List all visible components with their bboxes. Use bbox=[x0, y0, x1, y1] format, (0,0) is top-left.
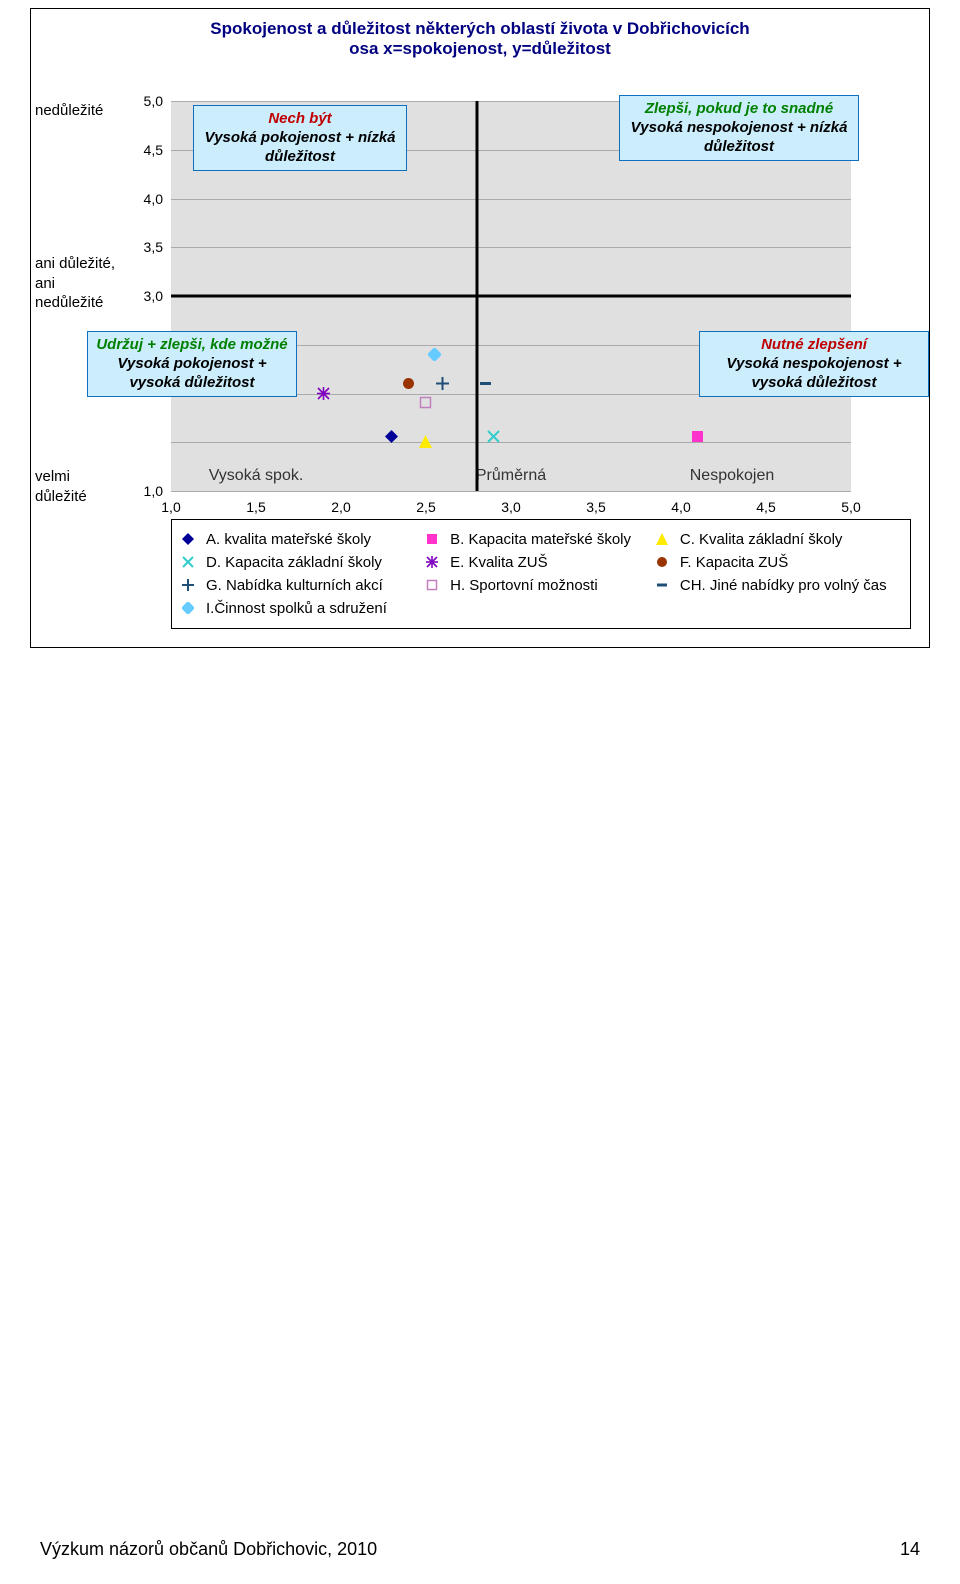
box-red-text: Nutné zlepšení bbox=[761, 336, 867, 353]
x-tick-label: 5,0 bbox=[841, 499, 860, 515]
box-black-text: Vysoká nespokojenost + vysoká důležitost bbox=[726, 355, 901, 391]
point-I bbox=[428, 348, 442, 362]
quadrant-hline bbox=[171, 295, 851, 298]
legend-marker-icon bbox=[426, 556, 444, 570]
y-tick-label: 3,5 bbox=[144, 239, 163, 255]
y-tick-label: 3,0 bbox=[144, 288, 163, 304]
box-green-text: Udržuj + zlepši, kde možné bbox=[96, 336, 287, 353]
legend-item-F: F. Kapacita ZUŠ bbox=[656, 551, 900, 574]
y-label-bottom: velmidůležité bbox=[35, 467, 121, 506]
box-black-text: Vysoká pokojenost + nízká důležitost bbox=[204, 129, 395, 165]
legend-label: I.Činnost spolků a sdružení bbox=[206, 600, 387, 617]
legend-item-E: E. Kvalita ZUŠ bbox=[426, 551, 656, 574]
point-H bbox=[419, 396, 433, 410]
y-tick-label: 4,0 bbox=[144, 191, 163, 207]
gridline bbox=[171, 199, 851, 200]
x-tick-label: 1,5 bbox=[246, 499, 265, 515]
legend-row: D. Kapacita základní školy E. Kvalita ZUŠ… bbox=[182, 551, 900, 574]
legend-label: C. Kvalita základní školy bbox=[680, 531, 843, 548]
legend-label: G. Nabídka kulturních akcí bbox=[206, 577, 383, 594]
gridline bbox=[171, 247, 851, 248]
y-label-top: nedůležité bbox=[35, 101, 121, 121]
x-tick-label: 2,5 bbox=[416, 499, 435, 515]
chart-frame: Spokojenost a důležitost některých oblas… bbox=[30, 8, 930, 648]
x-tick-label: 4,5 bbox=[756, 499, 775, 515]
box-black-text: Vysoká pokojenost + vysoká důležitost bbox=[117, 355, 266, 391]
point-G bbox=[436, 377, 450, 391]
y-tick-label: 5,0 bbox=[144, 93, 163, 109]
y-tick-label: 1,0 bbox=[144, 483, 163, 499]
legend-marker-icon bbox=[426, 533, 444, 547]
legend-label: CH. Jiné nabídky pro volný čas bbox=[680, 577, 887, 594]
box-green-text: Zlepši, pokud je to snadné bbox=[645, 100, 833, 117]
gridline bbox=[171, 491, 851, 492]
point-F bbox=[402, 377, 416, 391]
quadrant-box-bottom-left: Udržuj + zlepši, kde možné Vysoká pokoje… bbox=[87, 331, 297, 397]
footer-text: Výzkum názorů občanů Dobřichovic, 2010 bbox=[40, 1539, 377, 1560]
footer: Výzkum názorů občanů Dobřichovic, 2010 1… bbox=[40, 1539, 920, 1560]
legend-label: F. Kapacita ZUŠ bbox=[680, 554, 788, 571]
point-E bbox=[317, 387, 331, 401]
x-tick-label: 4,0 bbox=[671, 499, 690, 515]
legend: A. kvalita mateřské školy B. Kapacita mat… bbox=[171, 519, 911, 629]
gridline bbox=[171, 442, 851, 443]
quadrant-box-top-right: Zlepši, pokud je to snadné Vysoká nespok… bbox=[619, 95, 859, 161]
x-tick-label: 1,0 bbox=[161, 499, 180, 515]
box-black-text: Vysoká nespokojenost + nízká důležitost bbox=[631, 119, 848, 155]
legend-item-CH: CH. Jiné nabídky pro volný čas bbox=[656, 574, 900, 597]
legend-item-I: I.Činnost spolků a sdružení bbox=[182, 597, 426, 620]
legend-row: G. Nabídka kulturních akcí H. Sportovní m… bbox=[182, 574, 900, 597]
legend-marker-icon bbox=[182, 579, 200, 593]
quadrant-box-bottom-right: Nutné zlepšení Vysoká nespokojenost + vy… bbox=[699, 331, 929, 397]
legend-item-A: A. kvalita mateřské školy bbox=[182, 528, 426, 551]
point-D bbox=[487, 430, 501, 444]
legend-row: A. kvalita mateřské školy B. Kapacita mat… bbox=[182, 528, 900, 551]
legend-marker-icon bbox=[182, 533, 200, 547]
hscale-label: Nespokojen bbox=[690, 467, 775, 485]
chart-subtitle: osa x=spokojenost, y=důležitost bbox=[31, 39, 929, 59]
legend-marker-icon bbox=[182, 602, 200, 616]
legend-item-H: H. Sportovní možnosti bbox=[426, 574, 656, 597]
hscale-label: Průměrná bbox=[476, 467, 546, 485]
footer-page: 14 bbox=[900, 1539, 920, 1560]
point-CH bbox=[479, 377, 493, 391]
point-A bbox=[385, 430, 399, 444]
y-tick-label: 4,5 bbox=[144, 142, 163, 158]
point-B bbox=[691, 430, 705, 444]
legend-item-D: D. Kapacita základní školy bbox=[182, 551, 426, 574]
legend-marker-icon bbox=[656, 533, 674, 547]
page: Spokojenost a důležitost některých oblas… bbox=[0, 0, 960, 1584]
chart-title: Spokojenost a důležitost některých oblas… bbox=[31, 19, 929, 39]
legend-marker-icon bbox=[656, 556, 674, 570]
legend-label: B. Kapacita mateřské školy bbox=[450, 531, 631, 548]
x-tick-label: 3,0 bbox=[501, 499, 520, 515]
point-C bbox=[419, 435, 433, 449]
legend-marker-icon bbox=[426, 579, 444, 593]
legend-marker-icon bbox=[182, 556, 200, 570]
legend-label: A. kvalita mateřské školy bbox=[206, 531, 371, 548]
legend-marker-icon bbox=[656, 579, 674, 593]
quadrant-box-top-left: Nech být Vysoká pokojenost + nízká důlež… bbox=[193, 105, 407, 171]
legend-item-C: C. Kvalita základní školy bbox=[656, 528, 900, 551]
y-label-mid: ani důležité,ani nedůležité bbox=[35, 254, 121, 313]
box-red-text: Nech být bbox=[268, 110, 331, 127]
hscale-label: Vysoká spok. bbox=[209, 467, 304, 485]
legend-label: D. Kapacita základní školy bbox=[206, 554, 382, 571]
legend-label: H. Sportovní možnosti bbox=[450, 577, 598, 594]
x-tick-label: 2,0 bbox=[331, 499, 350, 515]
legend-label: E. Kvalita ZUŠ bbox=[450, 554, 548, 571]
x-tick-label: 3,5 bbox=[586, 499, 605, 515]
legend-row: I.Činnost spolků a sdružení bbox=[182, 597, 900, 620]
legend-item-B: B. Kapacita mateřské školy bbox=[426, 528, 656, 551]
legend-item-G: G. Nabídka kulturních akcí bbox=[182, 574, 426, 597]
